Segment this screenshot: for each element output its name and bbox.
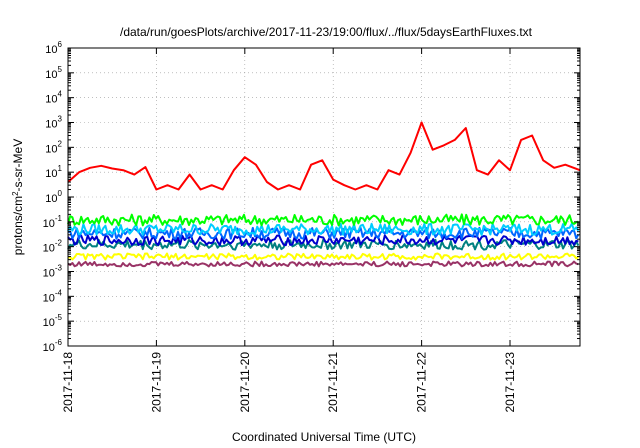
y-tick-label-exp: 2: [58, 139, 63, 148]
y-tick-label-base: 10: [45, 119, 57, 131]
y-tick-label-exp: 5: [58, 65, 63, 74]
y-axis-label-sup: 2: [11, 191, 20, 196]
y-axis-label-prefix: protons/cm: [11, 196, 25, 255]
x-tick-label: 2017-11-23: [503, 352, 517, 413]
y-tick-label-exp: -6: [55, 338, 63, 347]
y-tick-label-exp: 6: [58, 40, 63, 49]
y-tick-label: 101: [45, 164, 62, 180]
plot-grid: [68, 48, 580, 346]
y-tick-label: 106: [45, 40, 62, 56]
y-tick-label: 102: [45, 139, 62, 155]
y-tick-label-exp: -5: [55, 313, 63, 322]
y-tick-label-base: 10: [45, 193, 57, 205]
y-tick-label-base: 10: [45, 168, 57, 180]
y-tick-label-base: 10: [43, 243, 55, 255]
y-tick-label-base: 10: [43, 292, 55, 304]
series-line: [67, 238, 580, 251]
x-tick-label: 2017-11-22: [415, 352, 429, 413]
x-axis-label: Coordinated Universal Time (UTC): [232, 430, 416, 444]
y-tick-label-base: 10: [45, 94, 57, 106]
plot-series: [67, 121, 581, 268]
y-tick-label-base: 10: [43, 342, 55, 354]
y-tick-label-exp: 4: [58, 90, 63, 99]
y-tick-label: 10-5: [43, 313, 63, 329]
y-tick-label-base: 10: [45, 69, 57, 81]
y-tick-label-base: 10: [45, 44, 57, 56]
chart-title: /data/run/goesPlots/archive/2017-11-23/1…: [120, 25, 533, 39]
y-tick-label: 10-3: [43, 264, 63, 280]
y-tick-label-exp: -1: [55, 214, 63, 223]
y-tick-label-base: 10: [43, 218, 55, 230]
y-axis-label-suffix: -s-sr-MeV: [11, 139, 25, 192]
y-tick-label: 10-6: [43, 338, 63, 354]
y-tick-label: 104: [45, 90, 62, 106]
y-tick-label-exp: 3: [58, 115, 63, 124]
series-line: [67, 213, 579, 227]
y-axis-label: protons/cm2-s-sr-MeV: [11, 139, 26, 255]
y-tick-label-exp: -2: [55, 239, 63, 248]
series-line: [67, 121, 581, 191]
y-tick-label-base: 10: [43, 268, 55, 280]
x-axis: 2017-11-18 2017-11-19 2017-11-20 2017-11-21…: [61, 48, 517, 413]
y-axis: 10-610-510-410-310-210-11001011021031041…: [43, 40, 580, 354]
y-tick-label-base: 10: [45, 143, 57, 155]
y-tick-label-exp: -4: [55, 288, 63, 297]
y-tick-label-exp: 0: [58, 189, 63, 198]
y-tick-label: 105: [45, 65, 62, 81]
x-tick-label: 2017-11-18: [61, 352, 75, 413]
series-line: [67, 252, 579, 261]
y-tick-label: 10-2: [43, 239, 63, 255]
x-tick-label: 2017-11-19: [149, 352, 163, 413]
y-tick-label: 103: [45, 115, 62, 131]
y-tick-label-exp: 1: [58, 164, 63, 173]
y-tick-label: 10-4: [43, 288, 63, 304]
y-tick-label-base: 10: [43, 317, 55, 329]
series-line: [67, 222, 580, 236]
x-tick-label: 2017-11-21: [326, 352, 340, 413]
y-tick-label-exp: -3: [55, 264, 63, 273]
series-line: [67, 260, 579, 268]
x-tick-label: 2017-11-20: [238, 352, 252, 413]
y-tick-label: 10-1: [43, 214, 63, 230]
y-tick-label: 100: [45, 189, 62, 205]
